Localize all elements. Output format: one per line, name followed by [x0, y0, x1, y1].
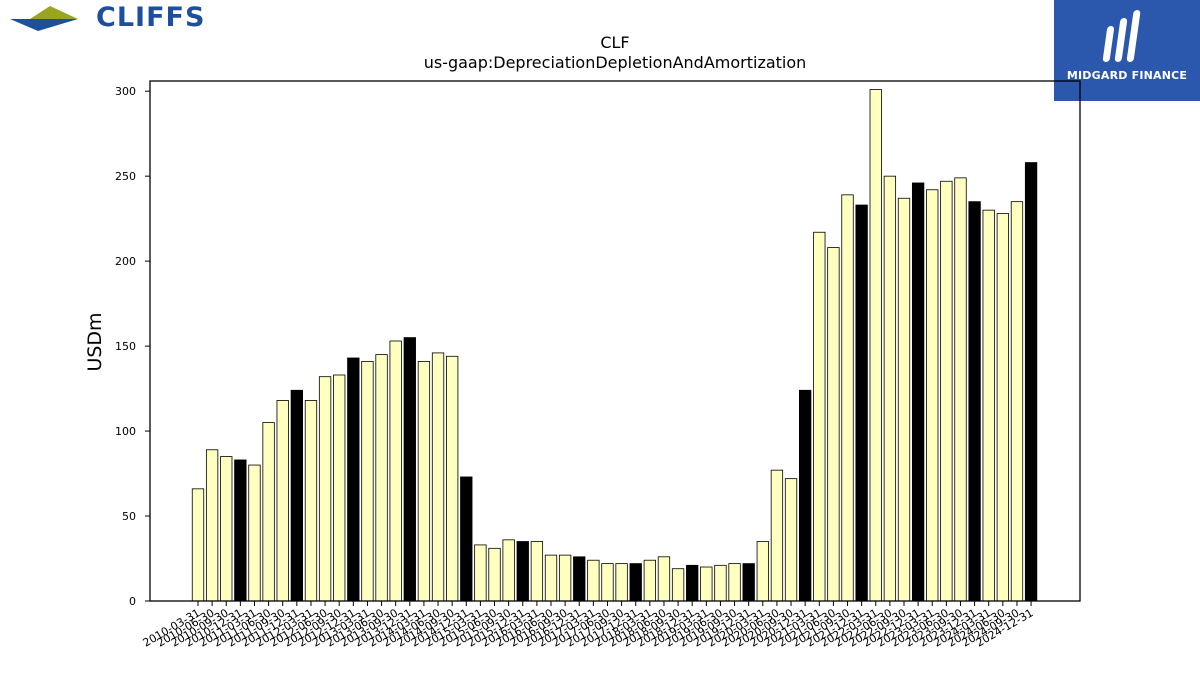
bar-2021-03-31: [814, 232, 826, 601]
bar-2014-12-31: [461, 477, 473, 601]
bar-2017-12-31: [630, 564, 642, 601]
bar-2019-03-31: [701, 567, 713, 601]
bar-2019-06-30: [715, 565, 727, 601]
x-axis: 2010-03-312010-06-302010-09-302010-12-31…: [141, 601, 1036, 650]
bars-group: [192, 90, 1037, 602]
bar-2017-09-30: [616, 564, 628, 601]
bar-2017-03-31: [588, 560, 600, 601]
bar-2021-12-31: [856, 205, 868, 601]
bar-2012-03-31: [305, 400, 317, 601]
bar-2024-06-30: [997, 214, 1009, 601]
bar-2022-09-30: [898, 198, 910, 601]
bar-2018-03-31: [644, 560, 656, 601]
bar-2014-09-30: [446, 356, 458, 601]
y-axis-label: USDm: [84, 312, 106, 371]
bar-2011-06-30: [263, 423, 275, 601]
bar-2016-12-31: [573, 557, 585, 601]
chart-subtitle: us-gaap:DepreciationDepletionAndAmortiza…: [424, 53, 807, 72]
bar-2016-09-30: [559, 555, 571, 601]
bar-2011-09-30: [277, 400, 289, 601]
bar-2012-09-30: [333, 375, 345, 601]
bar-2014-06-30: [432, 353, 444, 601]
bar-2023-06-30: [941, 181, 953, 601]
bar-2015-06-30: [489, 548, 501, 601]
y-tick-label: 0: [129, 595, 136, 608]
bar-2013-12-31: [404, 338, 416, 601]
bar-2011-12-31: [291, 390, 303, 601]
bar-2015-03-31: [475, 545, 487, 601]
bar-2018-06-30: [658, 557, 670, 601]
bar-2011-03-31: [249, 465, 260, 601]
y-tick-label: 200: [115, 255, 136, 268]
bar-2010-09-30: [220, 457, 232, 601]
y-tick-label: 300: [115, 85, 136, 98]
bar-2015-12-31: [517, 542, 529, 601]
bar-2016-03-31: [531, 542, 543, 601]
bar-2019-12-31: [743, 564, 755, 601]
bar-2018-12-31: [686, 565, 698, 601]
bar-2016-06-30: [545, 555, 557, 601]
bar-2023-09-30: [955, 178, 967, 601]
bar-2018-09-30: [672, 569, 684, 601]
bar-2019-09-30: [729, 564, 741, 601]
bar-2020-09-30: [785, 479, 797, 601]
bar-2022-03-31: [870, 90, 882, 602]
y-tick-label: 250: [115, 170, 136, 183]
bar-2023-12-31: [969, 202, 981, 601]
y-axis: 0 50 100 150 200 250 300: [115, 85, 150, 608]
bar-2015-09-30: [503, 540, 515, 601]
bar-2022-06-30: [884, 176, 896, 601]
bar-2022-12-31: [912, 183, 924, 601]
bar-2017-06-30: [602, 564, 614, 601]
bar-2012-06-30: [319, 377, 331, 601]
bar-2024-03-31: [983, 210, 995, 601]
bar-2020-12-31: [799, 390, 811, 601]
bar-2024-12-31: [1025, 163, 1037, 601]
bar-2020-03-31: [757, 542, 769, 601]
y-tick-label: 150: [115, 340, 136, 353]
bar-2013-06-30: [376, 355, 388, 601]
bar-2023-03-31: [926, 190, 938, 601]
bar-2010-03-31: [192, 489, 204, 601]
bar-2024-09-30: [1011, 202, 1023, 601]
chart-title: CLF: [600, 33, 629, 52]
bar-2014-03-31: [418, 361, 430, 601]
bar-2012-12-31: [348, 358, 360, 601]
bar-2013-09-30: [390, 341, 402, 601]
bar-2010-06-30: [206, 450, 218, 601]
y-tick-label: 50: [122, 510, 136, 523]
y-tick-label: 100: [115, 425, 136, 438]
bar-2021-06-30: [828, 248, 840, 601]
bar-2013-03-31: [362, 361, 374, 601]
bar-2020-06-30: [771, 470, 783, 601]
bar-2021-09-30: [842, 195, 854, 601]
bar-2010-12-31: [235, 460, 247, 601]
